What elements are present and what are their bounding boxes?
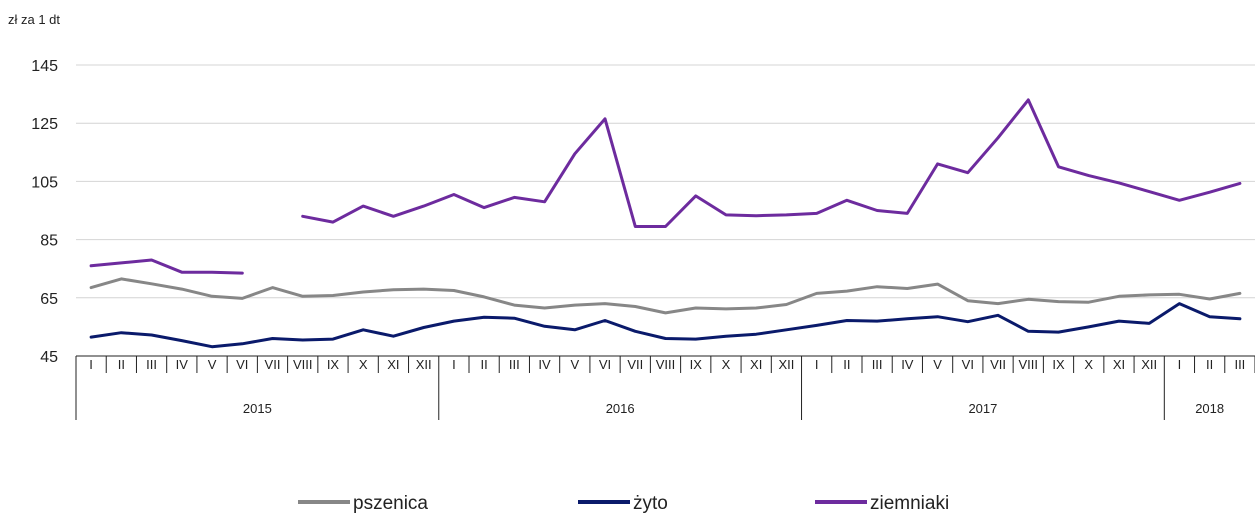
month-tick-label: VI xyxy=(236,357,248,372)
month-tick-label: III xyxy=(509,357,520,372)
month-tick-label: XII xyxy=(778,357,794,372)
month-tick-label: IV xyxy=(176,357,189,372)
month-tick-label: I xyxy=(815,357,819,372)
month-tick-label: I xyxy=(452,357,456,372)
month-tick-label: II xyxy=(118,357,125,372)
month-tick-label: VIII xyxy=(293,357,313,372)
month-tick-label: VI xyxy=(962,357,974,372)
month-tick-label: X xyxy=(722,357,731,372)
month-tick-label: V xyxy=(570,357,579,372)
month-tick-label: III xyxy=(872,357,883,372)
series-lines xyxy=(89,98,1242,349)
month-tick-label: IX xyxy=(690,357,703,372)
year-label: 2018 xyxy=(1195,401,1224,416)
month-tick-label: VI xyxy=(599,357,611,372)
month-tick-label: XI xyxy=(1113,357,1125,372)
gridlines xyxy=(76,64,1255,299)
month-tick-label: XII xyxy=(416,357,432,372)
month-tick-label: IX xyxy=(1052,357,1065,372)
series-line-ziemniaki xyxy=(89,98,1242,275)
year-label: 2015 xyxy=(243,401,272,416)
year-label: 2016 xyxy=(606,401,635,416)
y-tick-label: 145 xyxy=(31,58,58,75)
month-tick-label: II xyxy=(1206,357,1213,372)
series-line-żyto xyxy=(89,302,1242,349)
month-tick-label: XI xyxy=(387,357,399,372)
month-tick-label: X xyxy=(1084,357,1093,372)
legend-label: żyto xyxy=(633,493,668,513)
month-tick-label: VIII xyxy=(656,357,676,372)
y-axis-unit-label: zł za 1 dt xyxy=(8,12,60,27)
month-tick-label: VII xyxy=(990,357,1006,372)
month-tick-label: VII xyxy=(627,357,643,372)
y-tick-label: 105 xyxy=(31,174,58,191)
month-tick-label: III xyxy=(146,357,157,372)
month-tick-label: VII xyxy=(265,357,281,372)
month-tick-label: II xyxy=(843,357,850,372)
y-tick-label: 85 xyxy=(40,233,58,250)
month-tick-label: III xyxy=(1234,357,1245,372)
month-tick-label: V xyxy=(933,357,942,372)
year-label: 2017 xyxy=(968,401,997,416)
month-tick-label: II xyxy=(480,357,487,372)
month-tick-label: IV xyxy=(538,357,551,372)
legend-label: pszenica xyxy=(353,493,428,513)
month-tick-label: XI xyxy=(750,357,762,372)
x-axis: I II III IV V VI VII VIII IX X XI XII I II III IV V VI VII… xyxy=(75,355,1255,420)
month-tick-label: X xyxy=(359,357,368,372)
legend-label: ziemniaki xyxy=(870,493,949,513)
month-tick-label: IX xyxy=(327,357,340,372)
month-tick-label: IV xyxy=(901,357,914,372)
month-tick-label: XII xyxy=(1141,357,1157,372)
y-tick-label: 125 xyxy=(31,116,58,133)
month-tick-label: I xyxy=(89,357,93,372)
y-tick-label: 45 xyxy=(40,349,58,366)
month-tick-label: I xyxy=(1178,357,1182,372)
series-line-pszenica xyxy=(89,277,1242,315)
month-tick-label: VIII xyxy=(1019,357,1039,372)
month-tick-label: V xyxy=(208,357,217,372)
y-axis-ticks: 45 65 85 105 125 145 xyxy=(31,58,58,366)
y-tick-label: 65 xyxy=(40,291,58,308)
legend: pszenica żyto ziemniaki xyxy=(298,493,949,513)
